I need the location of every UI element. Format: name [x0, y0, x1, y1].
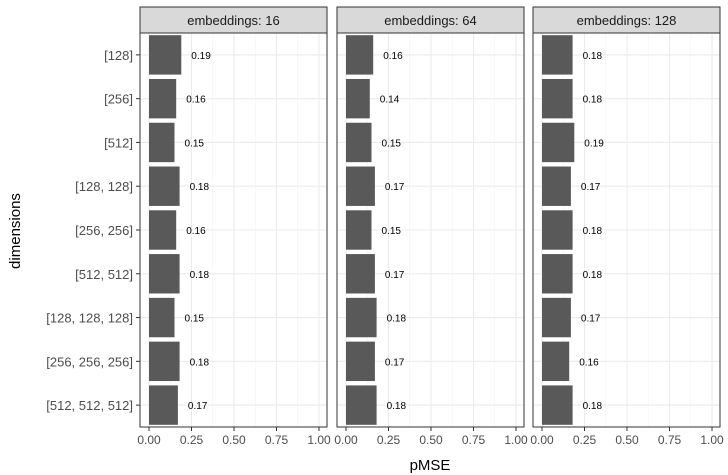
- bar-value-label: 0.15: [382, 226, 402, 237]
- facet-panel: embeddings: 128 0.18 0.18 0.19 0.17 0.18 0.18 0…: [530, 6, 724, 447]
- bar-value-label: 0.18: [387, 314, 407, 325]
- bar: [149, 254, 180, 294]
- facet-title: embeddings: 64: [384, 13, 477, 28]
- facet-title: embeddings: 16: [187, 13, 280, 28]
- bar: [149, 166, 180, 206]
- bar-value-label: 0.17: [385, 270, 405, 281]
- y-axis-ticks: [128] [256] [512] [128, 128] [256, 256] [512,…: [46, 48, 140, 413]
- bar: [542, 166, 571, 206]
- x-tick-label: 1.00: [700, 433, 724, 447]
- bar: [346, 341, 375, 382]
- bar: [542, 254, 573, 294]
- x-tick-label: 0.25: [573, 433, 597, 447]
- y-tick-label: [256, 256, 256]: [46, 354, 133, 369]
- bar-value-label: 0.15: [382, 138, 402, 149]
- facet-title: embeddings: 128: [577, 13, 677, 28]
- x-tick-label: 1.00: [504, 433, 528, 447]
- bar: [346, 210, 372, 250]
- bar: [346, 254, 375, 294]
- x-tick-label: 0.00: [530, 433, 554, 447]
- x-tick-label: 0.75: [658, 433, 682, 447]
- y-tick-label: [512, 512]: [75, 267, 133, 282]
- bar: [346, 78, 370, 119]
- bar: [149, 341, 180, 382]
- x-tick-label: 0.50: [419, 433, 443, 447]
- bar-value-label: 0.15: [185, 138, 205, 149]
- y-tick-label: [512]: [104, 135, 133, 150]
- x-tick-label: 0.00: [334, 433, 358, 447]
- bar-value-label: 0.16: [186, 226, 206, 237]
- bar: [149, 35, 182, 75]
- facet-strip: [532, 6, 721, 34]
- bar-value-label: 0.18: [583, 401, 603, 412]
- facet-panel: embeddings: 64 0.16 0.14 0.15 0.17 0.15 0.17 0.…: [334, 6, 528, 447]
- bar: [542, 210, 573, 250]
- y-tick-label: [128, 128]: [75, 179, 133, 194]
- y-axis-title: dimensions: [7, 193, 24, 269]
- x-tick-label: 0.75: [462, 433, 486, 447]
- bar: [542, 35, 573, 75]
- bar-value-label: 0.16: [579, 357, 599, 368]
- x-tick-label: 0.25: [180, 433, 204, 447]
- bar-value-label: 0.19: [584, 138, 604, 149]
- bar: [542, 78, 573, 119]
- bar-value-label: 0.18: [387, 401, 407, 412]
- bar-value-label: 0.17: [385, 357, 405, 368]
- bar-value-label: 0.15: [185, 314, 205, 325]
- bar-value-label: 0.17: [385, 182, 405, 193]
- bar: [346, 297, 377, 338]
- bar-value-label: 0.18: [190, 357, 210, 368]
- bar-value-label: 0.17: [188, 401, 208, 412]
- x-axis-title: pMSE: [410, 457, 451, 474]
- facet-panel: embeddings: 16 0.19 0.16 0.15 0.18 0.16 0.18 0.…: [137, 6, 331, 447]
- bar-value-label: 0.16: [186, 95, 206, 106]
- bar-value-label: 0.18: [583, 51, 603, 62]
- x-tick-label: 0.25: [377, 433, 401, 447]
- bar: [149, 122, 175, 163]
- bar: [346, 385, 377, 425]
- bar-value-label: 0.18: [583, 95, 603, 106]
- bar-value-label: 0.17: [581, 314, 601, 325]
- x-tick-label: 0.50: [615, 433, 639, 447]
- y-tick-label: [256, 256]: [75, 223, 133, 238]
- bar: [346, 122, 372, 163]
- y-tick-label: [128]: [104, 48, 133, 63]
- x-tick-label: 0.50: [222, 433, 246, 447]
- bar-value-label: 0.19: [191, 51, 211, 62]
- facet-panels: embeddings: 16 0.19 0.16 0.15 0.18 0.16 0.18 0.…: [137, 6, 724, 447]
- bar: [542, 385, 573, 425]
- y-tick-label: [512, 512, 512]: [46, 398, 133, 413]
- bar-value-label: 0.18: [190, 182, 210, 193]
- bar: [149, 78, 177, 119]
- bar: [542, 341, 570, 382]
- bar-value-label: 0.18: [583, 226, 603, 237]
- bar-value-label: 0.16: [383, 51, 403, 62]
- x-tick-label: 0.00: [137, 433, 161, 447]
- bar-value-label: 0.17: [581, 182, 601, 193]
- bar: [542, 122, 575, 163]
- bar-value-label: 0.18: [583, 270, 603, 281]
- y-tick-label: [256]: [104, 92, 133, 107]
- bar: [149, 297, 175, 338]
- bar: [346, 35, 374, 75]
- facet-strip: [336, 6, 525, 34]
- x-tick-label: 0.75: [265, 433, 289, 447]
- y-tick-label: [128, 128, 128]: [46, 311, 133, 326]
- bar-value-label: 0.18: [190, 270, 210, 281]
- bar: [346, 166, 375, 206]
- bar: [149, 385, 178, 425]
- facet-strip: [139, 6, 328, 34]
- bar: [149, 210, 177, 250]
- bar: [542, 297, 571, 338]
- bar-value-label: 0.14: [380, 95, 400, 106]
- x-tick-label: 1.00: [307, 433, 331, 447]
